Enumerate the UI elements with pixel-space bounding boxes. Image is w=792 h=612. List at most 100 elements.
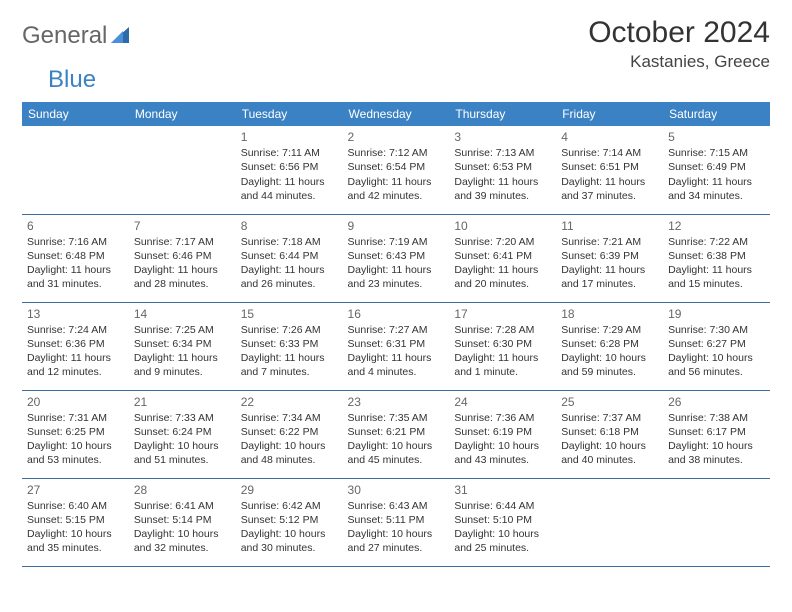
daylight-text: and 20 minutes. — [454, 277, 551, 291]
daylight-text: Daylight: 11 hours — [241, 175, 338, 189]
sunrise-text: Sunrise: 7:25 AM — [134, 323, 231, 337]
daylight-text: Daylight: 11 hours — [241, 351, 338, 365]
daylight-text: and 43 minutes. — [454, 453, 551, 467]
calendar-day-cell: 14Sunrise: 7:25 AMSunset: 6:34 PMDayligh… — [129, 302, 236, 390]
daylight-text: and 45 minutes. — [348, 453, 445, 467]
sunrise-text: Sunrise: 7:36 AM — [454, 411, 551, 425]
calendar-day-cell: 9Sunrise: 7:19 AMSunset: 6:43 PMDaylight… — [343, 214, 450, 302]
calendar-day-cell: 2Sunrise: 7:12 AMSunset: 6:54 PMDaylight… — [343, 126, 450, 214]
sunset-text: Sunset: 6:36 PM — [27, 337, 124, 351]
calendar-day-cell: 1Sunrise: 7:11 AMSunset: 6:56 PMDaylight… — [236, 126, 343, 214]
daylight-text: and 26 minutes. — [241, 277, 338, 291]
sunset-text: Sunset: 6:56 PM — [241, 160, 338, 174]
daylight-text: Daylight: 11 hours — [454, 263, 551, 277]
daylight-text: and 48 minutes. — [241, 453, 338, 467]
sunset-text: Sunset: 6:34 PM — [134, 337, 231, 351]
daylight-text: Daylight: 10 hours — [454, 527, 551, 541]
sunset-text: Sunset: 6:18 PM — [561, 425, 658, 439]
weekday-header: Friday — [556, 102, 663, 126]
calendar-day-cell: 12Sunrise: 7:22 AMSunset: 6:38 PMDayligh… — [663, 214, 770, 302]
sunset-text: Sunset: 6:49 PM — [668, 160, 765, 174]
weekday-header: Saturday — [663, 102, 770, 126]
calendar-empty-cell — [663, 478, 770, 566]
sunset-text: Sunset: 6:53 PM — [454, 160, 551, 174]
calendar-page: General October 2024 Kastanies, Greece B… — [0, 0, 792, 567]
daylight-text: Daylight: 11 hours — [27, 263, 124, 277]
daylight-text: and 53 minutes. — [27, 453, 124, 467]
sunrise-text: Sunrise: 6:44 AM — [454, 499, 551, 513]
daylight-text: and 7 minutes. — [241, 365, 338, 379]
daylight-text: Daylight: 10 hours — [241, 439, 338, 453]
calendar-week-row: 13Sunrise: 7:24 AMSunset: 6:36 PMDayligh… — [22, 302, 770, 390]
sunrise-text: Sunrise: 7:28 AM — [454, 323, 551, 337]
daylight-text: and 27 minutes. — [348, 541, 445, 555]
day-number: 17 — [454, 306, 551, 322]
sunrise-text: Sunrise: 6:43 AM — [348, 499, 445, 513]
calendar-empty-cell — [556, 478, 663, 566]
daylight-text: and 28 minutes. — [134, 277, 231, 291]
day-number: 31 — [454, 482, 551, 498]
sunset-text: Sunset: 5:12 PM — [241, 513, 338, 527]
sunrise-text: Sunrise: 6:42 AM — [241, 499, 338, 513]
sunset-text: Sunset: 5:10 PM — [454, 513, 551, 527]
day-number: 22 — [241, 394, 338, 410]
sunrise-text: Sunrise: 7:20 AM — [454, 235, 551, 249]
daylight-text: and 9 minutes. — [134, 365, 231, 379]
weekday-header: Wednesday — [343, 102, 450, 126]
day-number: 24 — [454, 394, 551, 410]
sunrise-text: Sunrise: 7:18 AM — [241, 235, 338, 249]
sunrise-text: Sunrise: 7:16 AM — [27, 235, 124, 249]
logo: General — [22, 16, 131, 50]
sunrise-text: Sunrise: 6:41 AM — [134, 499, 231, 513]
sunset-text: Sunset: 6:31 PM — [348, 337, 445, 351]
calendar-week-row: 27Sunrise: 6:40 AMSunset: 5:15 PMDayligh… — [22, 478, 770, 566]
sunset-text: Sunset: 6:51 PM — [561, 160, 658, 174]
daylight-text: Daylight: 11 hours — [454, 351, 551, 365]
weekday-header: Tuesday — [236, 102, 343, 126]
calendar-day-cell: 30Sunrise: 6:43 AMSunset: 5:11 PMDayligh… — [343, 478, 450, 566]
daylight-text: Daylight: 11 hours — [348, 351, 445, 365]
sunrise-text: Sunrise: 7:27 AM — [348, 323, 445, 337]
day-number: 18 — [561, 306, 658, 322]
daylight-text: Daylight: 10 hours — [668, 439, 765, 453]
title-block: October 2024 Kastanies, Greece — [588, 16, 770, 72]
daylight-text: and 17 minutes. — [561, 277, 658, 291]
sunset-text: Sunset: 6:17 PM — [668, 425, 765, 439]
sunset-text: Sunset: 6:22 PM — [241, 425, 338, 439]
daylight-text: Daylight: 11 hours — [241, 263, 338, 277]
calendar-day-cell: 5Sunrise: 7:15 AMSunset: 6:49 PMDaylight… — [663, 126, 770, 214]
day-number: 4 — [561, 129, 658, 145]
calendar-empty-cell — [129, 126, 236, 214]
day-number: 12 — [668, 218, 765, 234]
daylight-text: Daylight: 10 hours — [27, 527, 124, 541]
daylight-text: and 25 minutes. — [454, 541, 551, 555]
daylight-text: Daylight: 10 hours — [348, 527, 445, 541]
sunset-text: Sunset: 6:19 PM — [454, 425, 551, 439]
day-number: 1 — [241, 129, 338, 145]
logo-text-general: General — [22, 22, 107, 50]
calendar-empty-cell — [22, 126, 129, 214]
sunset-text: Sunset: 6:24 PM — [134, 425, 231, 439]
calendar-day-cell: 26Sunrise: 7:38 AMSunset: 6:17 PMDayligh… — [663, 390, 770, 478]
sunset-text: Sunset: 6:30 PM — [454, 337, 551, 351]
day-number: 27 — [27, 482, 124, 498]
calendar-week-row: 1Sunrise: 7:11 AMSunset: 6:56 PMDaylight… — [22, 126, 770, 214]
daylight-text: Daylight: 10 hours — [348, 439, 445, 453]
day-number: 15 — [241, 306, 338, 322]
sunrise-text: Sunrise: 7:21 AM — [561, 235, 658, 249]
daylight-text: and 32 minutes. — [134, 541, 231, 555]
daylight-text: and 35 minutes. — [27, 541, 124, 555]
sunset-text: Sunset: 6:28 PM — [561, 337, 658, 351]
sunset-text: Sunset: 5:14 PM — [134, 513, 231, 527]
day-number: 8 — [241, 218, 338, 234]
sunrise-text: Sunrise: 7:14 AM — [561, 146, 658, 160]
day-number: 3 — [454, 129, 551, 145]
sunset-text: Sunset: 6:43 PM — [348, 249, 445, 263]
calendar-day-cell: 25Sunrise: 7:37 AMSunset: 6:18 PMDayligh… — [556, 390, 663, 478]
day-number: 29 — [241, 482, 338, 498]
sunrise-text: Sunrise: 7:17 AM — [134, 235, 231, 249]
daylight-text: Daylight: 11 hours — [561, 175, 658, 189]
sunset-text: Sunset: 5:15 PM — [27, 513, 124, 527]
day-number: 14 — [134, 306, 231, 322]
calendar-day-cell: 23Sunrise: 7:35 AMSunset: 6:21 PMDayligh… — [343, 390, 450, 478]
